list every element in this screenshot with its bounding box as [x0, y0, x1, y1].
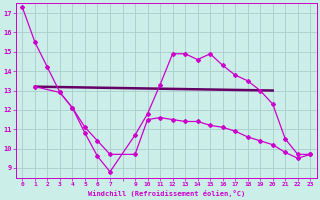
X-axis label: Windchill (Refroidissement éolien,°C): Windchill (Refroidissement éolien,°C) — [88, 190, 245, 197]
